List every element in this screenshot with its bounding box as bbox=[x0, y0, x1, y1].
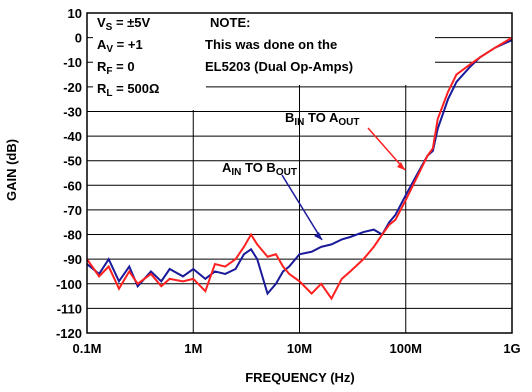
text-part: V bbox=[106, 44, 113, 55]
text-part: = +1 bbox=[113, 37, 143, 52]
y-tick-label: -50 bbox=[63, 154, 82, 169]
x-tick-label: 100M bbox=[389, 341, 422, 356]
condition-text: RL = 500Ω bbox=[97, 81, 159, 99]
text-part: R bbox=[97, 81, 107, 96]
y-tick-label: -90 bbox=[63, 252, 82, 267]
x-tick-label: 1G bbox=[503, 341, 520, 356]
text-part: B bbox=[285, 110, 294, 125]
y-tick-label: -30 bbox=[63, 104, 82, 119]
text-part: = ±5V bbox=[112, 15, 150, 30]
text-part: A bbox=[97, 37, 107, 52]
note-box bbox=[200, 10, 435, 85]
y-tick-label: 0 bbox=[75, 31, 82, 46]
condition-text: RF = 0 bbox=[97, 59, 135, 77]
text-part: IN bbox=[294, 117, 304, 128]
y-tick-label: 10 bbox=[68, 6, 82, 21]
text-part: L bbox=[106, 88, 112, 99]
y-tick-label: -60 bbox=[63, 178, 82, 193]
y-tick-label: -70 bbox=[63, 203, 82, 218]
series-line bbox=[86, 36, 513, 301]
series-label: AIN TO BOUT bbox=[222, 160, 297, 178]
text-part: TO A bbox=[304, 110, 339, 125]
series-label: BIN TO AOUT bbox=[285, 110, 359, 128]
y-tick-label: -10 bbox=[63, 55, 82, 70]
blue-arrow bbox=[281, 174, 323, 241]
note-text: This was done on the bbox=[205, 37, 337, 52]
text-part: F bbox=[106, 66, 112, 77]
x-tick-label: 0.1M bbox=[73, 341, 102, 356]
text-part: TO B bbox=[241, 160, 275, 175]
y-tick-label: -80 bbox=[63, 228, 82, 243]
note-text: EL5203 (Dual Op-Amps) bbox=[205, 59, 353, 74]
y-axis-label: GAIN (dB) bbox=[4, 139, 19, 201]
text-part: A bbox=[222, 160, 232, 175]
x-tick-label: 10M bbox=[287, 341, 312, 356]
red-arrow bbox=[367, 127, 406, 171]
text-part: S bbox=[106, 22, 113, 33]
red-arrowhead bbox=[397, 162, 405, 170]
series-line bbox=[86, 39, 513, 296]
text-part: = 500Ω bbox=[113, 81, 160, 96]
blue-arrowhead bbox=[314, 232, 322, 240]
note-text: NOTE: bbox=[210, 15, 250, 30]
text-part: OUT bbox=[276, 167, 297, 178]
text-part: OUT bbox=[338, 117, 359, 128]
text-part: R bbox=[97, 59, 107, 74]
y-tick-label: -20 bbox=[63, 80, 82, 95]
text-part: = 0 bbox=[113, 59, 135, 74]
text-part: V bbox=[97, 15, 106, 30]
y-tick-label: -110 bbox=[57, 301, 82, 316]
condition-text: AV = +1 bbox=[97, 37, 143, 55]
conditions-box bbox=[93, 10, 206, 110]
x-axis-label: FREQUENCY (Hz) bbox=[245, 370, 355, 385]
y-tick-label: -100 bbox=[56, 277, 82, 292]
plot-frame bbox=[86, 12, 513, 334]
y-tick-label: -120 bbox=[56, 326, 82, 341]
condition-text: VS = ±5V bbox=[97, 15, 151, 33]
text-part: IN bbox=[231, 167, 241, 178]
x-tick-label: 1M bbox=[184, 341, 202, 356]
y-tick-label: -40 bbox=[63, 129, 82, 144]
